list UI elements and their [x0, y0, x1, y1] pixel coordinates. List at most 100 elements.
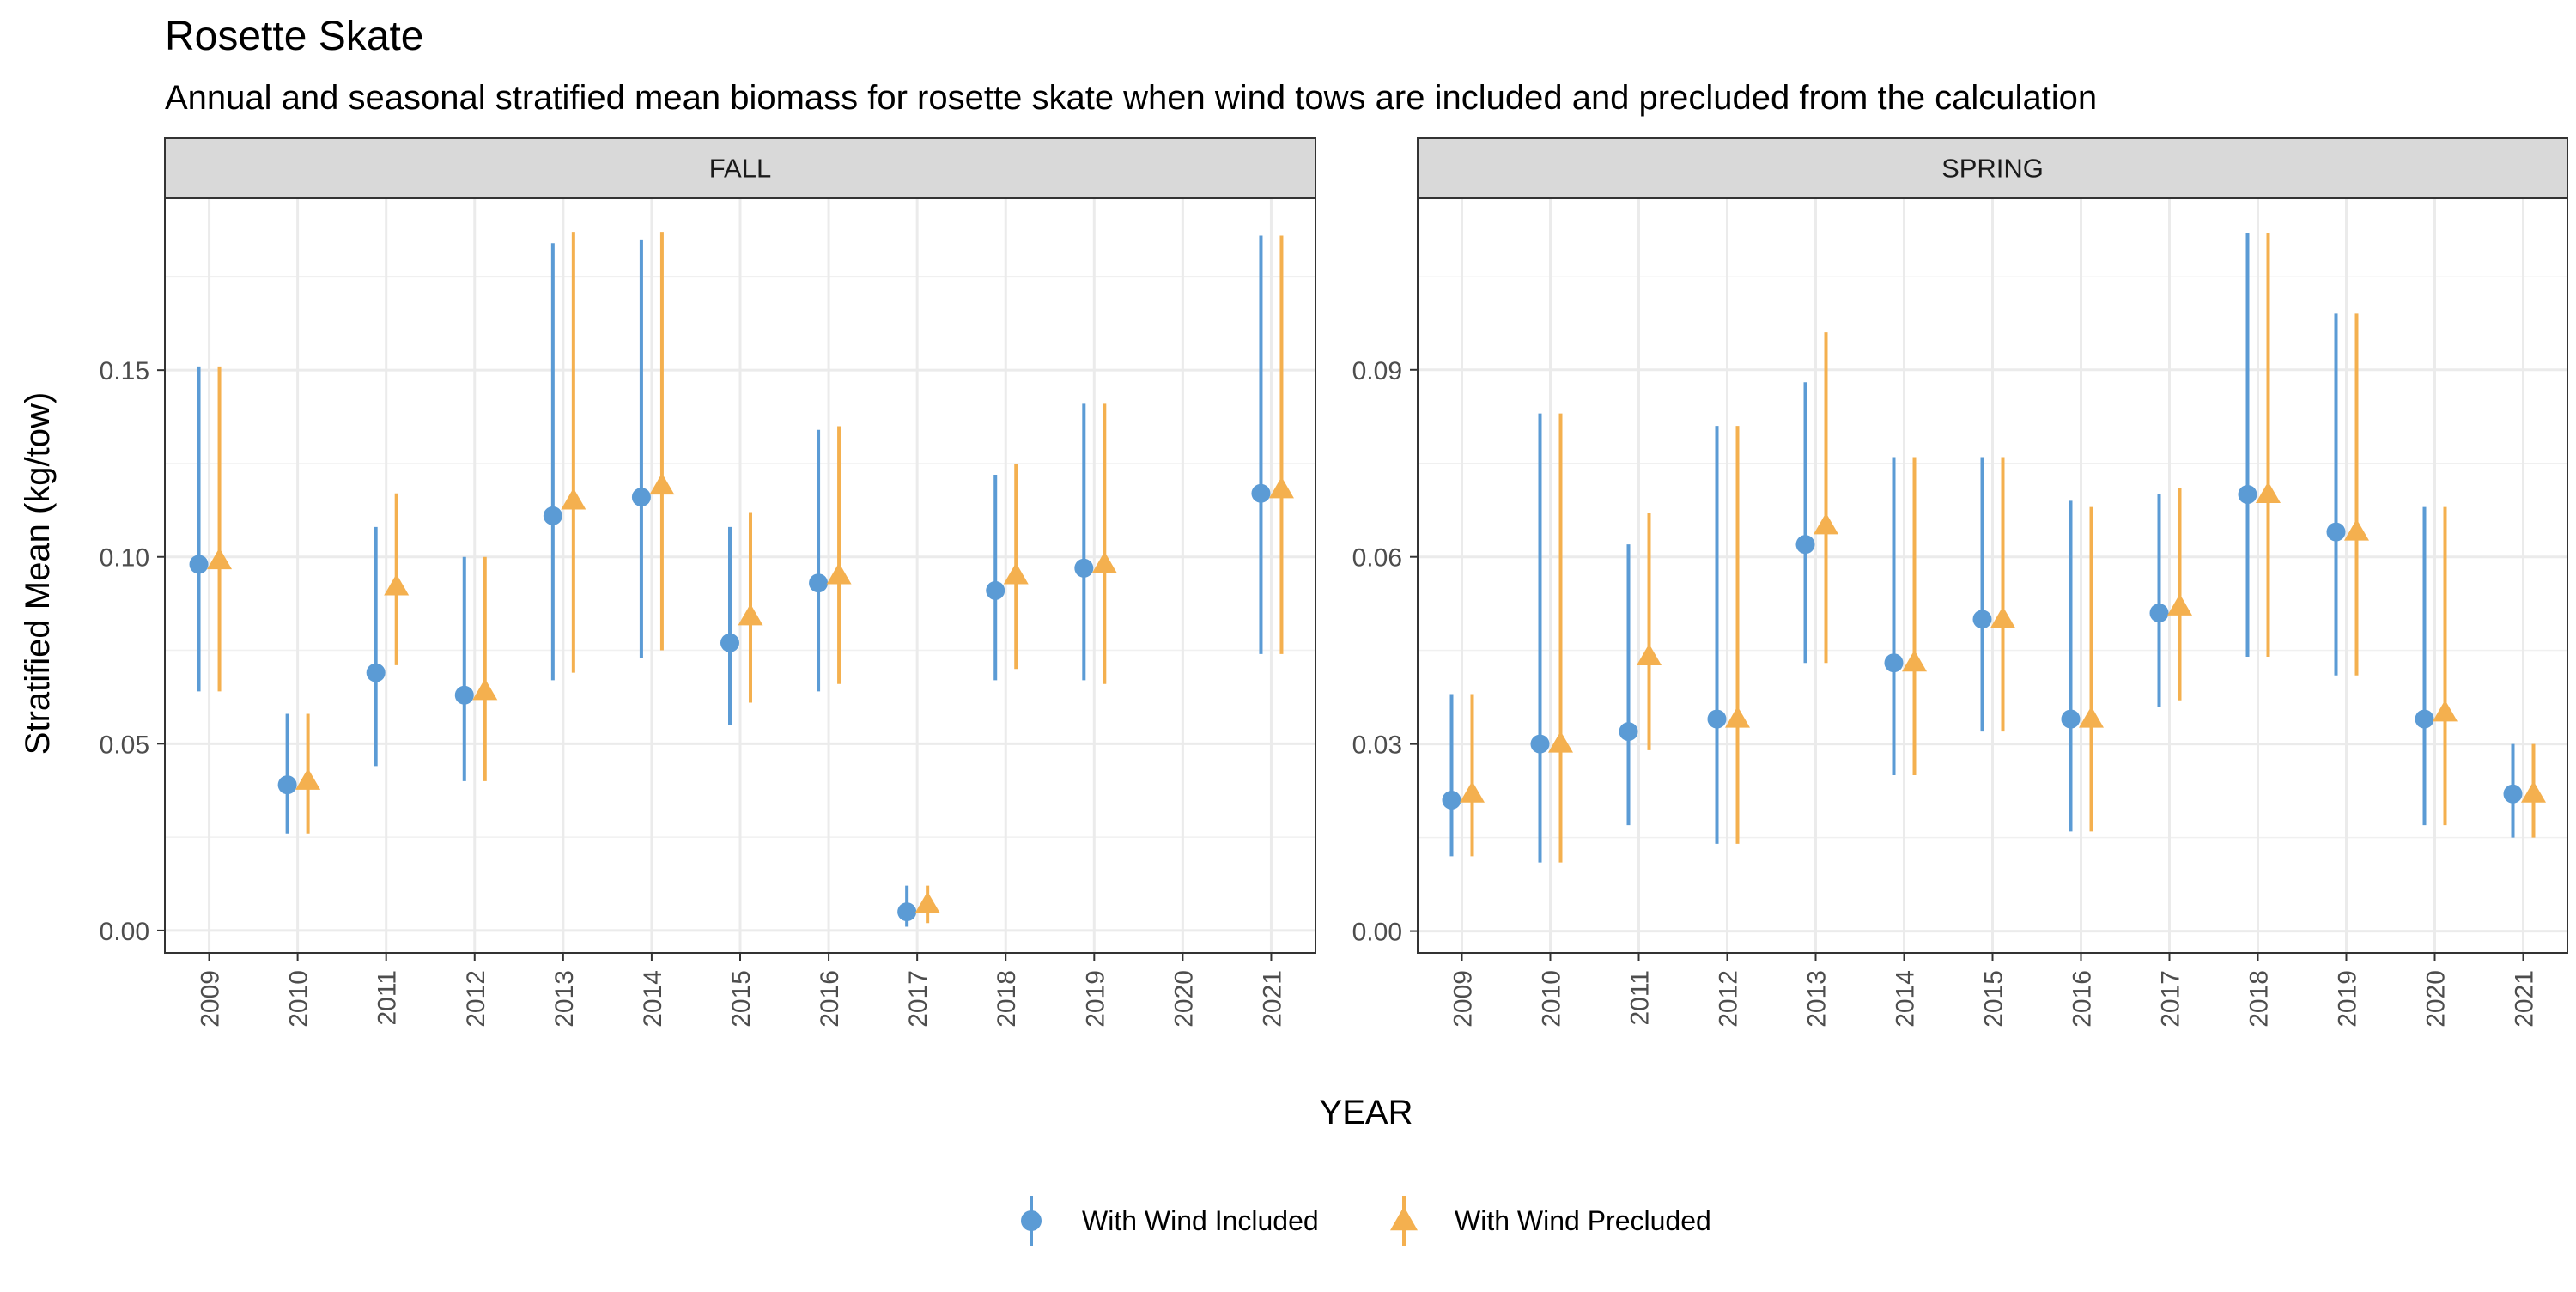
panel-fall: FALL 0.00 0.05 0.10 0.15 2009 2010 2011 2012 2013… — [100, 137, 1316, 1028]
x-tick-label: 2012 — [462, 970, 490, 1028]
x-tick-label: 2019 — [2334, 970, 2362, 1028]
x-tick-label: 2017 — [2157, 970, 2185, 1028]
panel-strip-label: SPRING — [1941, 154, 2044, 184]
y-tick-label: 0.06 — [1352, 544, 1402, 573]
x-tick-label: 2014 — [1892, 970, 1920, 1028]
x-tick-label: 2016 — [816, 970, 844, 1028]
data-point — [738, 604, 763, 626]
data-point — [1619, 722, 1638, 742]
data-point — [2521, 780, 2546, 803]
x-tick-label: 2015 — [1980, 970, 2008, 1028]
data-point — [1530, 734, 1550, 754]
y-tick-label: 0.00 — [1352, 919, 1402, 947]
data-point — [2415, 709, 2434, 729]
data-point — [809, 573, 829, 593]
x-tick-label: 2018 — [993, 970, 1021, 1028]
x-tick-label: 2014 — [639, 970, 667, 1028]
legend-key-triangle — [1390, 1206, 1418, 1231]
x-tick-label: 2020 — [1170, 970, 1198, 1028]
data-point — [1814, 513, 1838, 535]
data-point — [2167, 593, 2192, 616]
data-point — [2061, 709, 2081, 729]
x-tick-label: 2009 — [197, 970, 225, 1028]
data-point — [1548, 731, 1573, 753]
data-point — [1990, 606, 2015, 628]
x-tick-label: 2012 — [1715, 970, 1743, 1028]
data-point — [720, 633, 739, 652]
data-point — [543, 506, 562, 525]
data-point — [1795, 535, 1815, 555]
data-point — [1972, 610, 1992, 629]
data-point — [2149, 604, 2169, 623]
data-point — [2344, 519, 2369, 541]
data-point — [1460, 780, 1485, 803]
data-point — [914, 891, 940, 913]
data-point — [454, 685, 474, 705]
legend-key-circle — [1021, 1210, 1042, 1231]
x-tick-label: 2011 — [374, 970, 402, 1026]
series-wind-precluded — [207, 232, 1294, 924]
x-tick-label: 2019 — [1081, 970, 1109, 1028]
data-point — [2238, 485, 2257, 505]
data-point — [897, 902, 917, 922]
data-point — [384, 573, 410, 596]
x-tick-label: 2021 — [2511, 970, 2539, 1028]
x-tick-label: 2020 — [2422, 970, 2451, 1028]
x-tick-label: 2010 — [285, 970, 313, 1028]
x-tick-label: 2017 — [904, 970, 933, 1028]
panel-spring: SPRING 0.00 0.03 0.06 0.09 2009 2010 2011 2012 20… — [1352, 137, 2568, 1028]
legend: With Wind Included With Wind Precluded — [1021, 1196, 1711, 1246]
data-point — [1902, 650, 1927, 672]
data-point — [826, 562, 852, 585]
chart-subtitle: Annual and seasonal stratified mean biom… — [165, 79, 2097, 117]
panel-strip — [1417, 137, 2568, 198]
series-wind-precluded — [1460, 232, 2546, 863]
x-tick-label: 2016 — [2069, 970, 2097, 1028]
panel-border — [1417, 197, 2568, 954]
x-tick-label: 2011 — [1626, 970, 1655, 1026]
data-point — [1637, 643, 1662, 665]
data-point — [472, 678, 498, 701]
panel-strip — [164, 137, 1316, 198]
data-point — [366, 663, 386, 682]
data-point — [649, 473, 675, 495]
y-tick-label: 0.10 — [100, 544, 149, 573]
y-tick-label: 0.05 — [100, 731, 149, 759]
legend-label: With Wind Included — [1082, 1205, 1319, 1236]
x-tick-label: 2018 — [2245, 970, 2274, 1028]
data-point — [986, 580, 1005, 600]
data-point — [207, 548, 233, 570]
legend-label: With Wind Precluded — [1455, 1205, 1711, 1236]
data-point — [1003, 562, 1029, 585]
data-point — [1884, 653, 1904, 673]
data-point — [277, 775, 297, 795]
y-axis-title: Stratified Mean (kg/tow) — [19, 392, 57, 755]
x-tick-label: 2010 — [1538, 970, 1566, 1028]
data-point — [295, 767, 321, 790]
x-tick-label: 2013 — [1803, 970, 1832, 1028]
data-point — [2326, 522, 2346, 542]
data-point — [2433, 700, 2458, 722]
panels-layer: FALL 0.00 0.05 0.10 0.15 2009 2010 2011 2012 2013… — [100, 137, 2568, 1028]
y-tick-label: 0.03 — [1352, 731, 1402, 760]
y-tick-label: 0.09 — [1352, 357, 1402, 385]
panel-border — [164, 197, 1316, 954]
data-point — [2503, 784, 2523, 804]
y-tick-label: 0.15 — [100, 357, 149, 385]
y-tick-label: 0.00 — [100, 918, 149, 946]
legend-item: With Wind Included — [1021, 1196, 1319, 1246]
x-tick-label: 2021 — [1258, 970, 1286, 1028]
data-point — [561, 488, 586, 510]
series-wind-included — [189, 235, 1271, 927]
data-point — [2079, 706, 2104, 728]
data-point — [1725, 706, 1750, 728]
series-wind-included — [1442, 232, 2523, 863]
data-point — [1091, 551, 1117, 573]
data-point — [189, 555, 209, 574]
data-point — [1268, 476, 1294, 499]
legend-item: With Wind Precluded — [1390, 1196, 1711, 1246]
data-point — [1442, 791, 1461, 810]
data-point — [2256, 482, 2281, 504]
